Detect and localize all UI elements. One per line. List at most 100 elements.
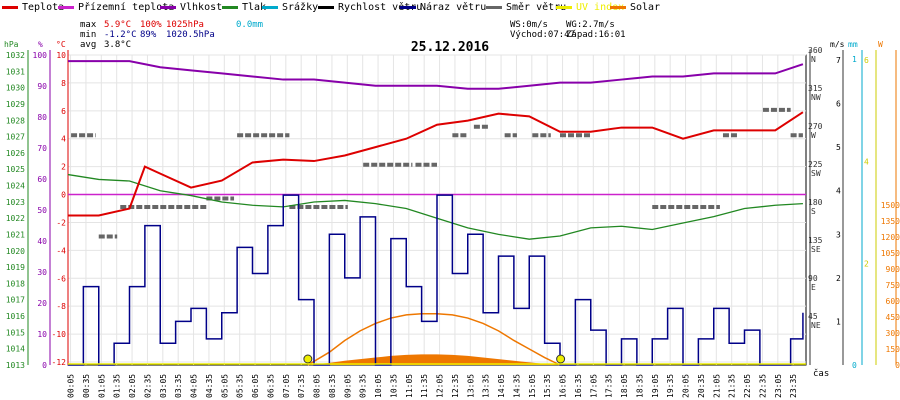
pressure-axis-tick: 1015 — [6, 328, 25, 337]
x-tick-label: 14:05 — [497, 374, 506, 398]
wind-axis-title: m/s — [830, 40, 845, 49]
solar-axis-tick: 1500 — [881, 201, 900, 210]
rain-axis-title: mm — [848, 40, 858, 49]
pressure-axis-tick: 1027 — [6, 133, 25, 142]
direction-axis-tick: 180 — [808, 198, 823, 207]
humidity-axis-tick: 70 — [37, 144, 47, 153]
x-tick-label: 15:35 — [543, 374, 552, 398]
direction-axis-tick: SE — [811, 245, 821, 254]
x-tick-label: 20:35 — [697, 374, 706, 398]
stat-max-hum: 100% — [140, 20, 162, 30]
x-tick-label: 00:05 — [67, 374, 76, 398]
stat-min-temp: -1.2°C — [104, 30, 137, 40]
pressure-axis-tick: 1022 — [6, 214, 25, 223]
humidity-axis-tick: 40 — [37, 237, 47, 246]
x-tick-label: 17:35 — [605, 374, 614, 398]
pressure-axis-tick: 1021 — [6, 230, 25, 239]
solar-axis-title: W — [878, 40, 883, 49]
wind-axis-tick: 2 — [836, 274, 841, 283]
x-tick-label: 06:35 — [266, 374, 275, 398]
x-tick-label: 03:35 — [174, 374, 183, 398]
stat-min-hum: 89% — [140, 30, 157, 40]
stat-avg-temp: 3.8°C — [104, 40, 132, 50]
pressure-axis-tick: 1025 — [6, 165, 25, 174]
humidity-axis-tick: 20 — [37, 299, 47, 308]
x-tick-label: 01:35 — [113, 374, 122, 398]
stat-ws: WS:0m/s — [510, 20, 548, 30]
temperature-axis-tick: -6 — [56, 274, 66, 283]
temperature-axis-tick: -2 — [56, 218, 66, 227]
stat-max-rain: 0.0mm — [236, 20, 264, 30]
pressure-axis-tick: 1013 — [6, 361, 25, 370]
temperature-line — [68, 111, 804, 217]
pressure-axis-tick: 1026 — [6, 149, 25, 158]
pressure-axis-tick: 1019 — [6, 263, 25, 272]
x-tick-label: 16:05 — [559, 374, 568, 398]
solar-axis-tick: 600 — [886, 297, 900, 306]
temperature-axis-tick: 10 — [56, 51, 66, 60]
temperature-axis-title: °C — [56, 40, 66, 49]
direction-axis-tick: SW — [811, 169, 821, 178]
legend-label: UV index — [576, 2, 625, 13]
x-tick-label: 00:35 — [82, 374, 91, 398]
legend-label: Teplota — [22, 2, 65, 13]
direction-axis-tick: NE — [811, 321, 821, 330]
temperature-axis-tick: -4 — [56, 246, 66, 255]
wind-axis-tick: 3 — [836, 230, 841, 239]
direction-axis-tick: S — [811, 207, 816, 216]
stat-sunrise: Východ:07:47 — [510, 30, 576, 40]
stat-sunset: Západ:16:01 — [566, 30, 626, 40]
chart-title: 25.12.2016 — [411, 40, 489, 55]
x-tick-label: 04:05 — [190, 374, 199, 398]
x-tick-label: 15:05 — [528, 374, 537, 398]
humidity-axis-tick: 90 — [37, 82, 47, 91]
humidity-line — [68, 60, 804, 90]
x-tick-label: 19:35 — [666, 374, 675, 398]
x-tick-label: 05:05 — [220, 374, 229, 398]
temperature-axis-tick: -12 — [52, 358, 67, 367]
legend-item: Teplota — [2, 2, 64, 13]
uv-axis-tick: 4 — [864, 158, 869, 167]
legend-item: Přízemní teplota — [58, 2, 174, 13]
direction-axis-tick: 360 — [808, 46, 823, 55]
solar-axis-tick: 450 — [886, 313, 900, 322]
legend-label: Srážky — [282, 2, 319, 13]
legend-label: Směr větru — [506, 2, 567, 13]
x-tick-label: 11:35 — [420, 374, 429, 398]
wind-gust-line — [68, 194, 804, 366]
pressure-axis-tick: 1023 — [6, 198, 25, 207]
pressure-axis-tick: 1017 — [6, 296, 25, 305]
solar-axis-tick: 300 — [886, 329, 900, 338]
solar-axis-tick: 1050 — [881, 249, 900, 258]
solar-axis-tick: 1200 — [881, 233, 900, 242]
uv-axis-tick: 6 — [864, 56, 869, 65]
wind-axis-tick: 7 — [836, 56, 841, 65]
legend-swatch — [610, 5, 626, 9]
solar-axis-tick: 900 — [886, 265, 900, 274]
direction-axis-tick: 45 — [808, 312, 818, 321]
x-tick-label: 20:05 — [682, 374, 691, 398]
humidity-axis-title: % — [38, 40, 43, 49]
sunset-marker — [556, 354, 566, 364]
pressure-axis-tick: 1024 — [6, 182, 25, 191]
pressure-axis-tick: 1028 — [6, 116, 25, 125]
x-tick-label: 18:35 — [635, 374, 644, 398]
wind-axis-tick: 5 — [836, 143, 841, 152]
humidity-axis-tick: 100 — [33, 51, 48, 60]
direction-axis-tick: E — [811, 283, 816, 292]
pressure-axis-tick: 1032 — [6, 51, 25, 60]
temperature-axis-tick: -8 — [56, 302, 66, 311]
temperature-axis-tick: 8 — [61, 79, 66, 88]
x-tick-label: 06:05 — [251, 374, 260, 398]
x-tick-label: 13:35 — [482, 374, 491, 398]
axes: 00:05 00:35 01:05 01:35 02:05 02:35 03:05 03:35… — [4, 40, 900, 398]
sunrise-marker — [303, 354, 313, 364]
legend-swatch — [486, 5, 502, 9]
x-tick-label: 04:35 — [205, 374, 214, 398]
humidity-axis-tick: 10 — [37, 330, 47, 339]
temperature-axis-tick: 6 — [61, 107, 66, 116]
x-tick-label: 12:35 — [451, 374, 460, 398]
legend-swatch — [400, 5, 416, 9]
pressure-axis-tick: 1029 — [6, 100, 25, 109]
